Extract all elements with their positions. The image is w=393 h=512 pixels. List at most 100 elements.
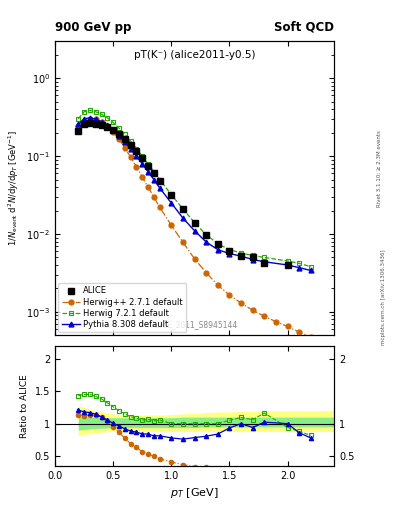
ALICE [140,155,145,161]
ALICE [76,128,81,134]
Herwig++ 2.7.1 default [88,116,92,122]
Herwig++ 2.7.1 default [140,174,145,180]
Herwig++ 2.7.1 default [146,184,151,190]
X-axis label: $p_T$ [GeV]: $p_T$ [GeV] [170,486,219,500]
Herwig 7.2.1 default [146,161,151,167]
Herwig++ 2.7.1 default [94,116,98,122]
Herwig++ 2.7.1 default [134,164,139,170]
Pythia 8.308 default [88,115,92,121]
ALICE [157,178,162,184]
Herwig 7.2.1 default [262,254,267,261]
Pythia 8.308 default [123,139,127,145]
ALICE [239,253,243,259]
Herwig++ 2.7.1 default [250,307,255,313]
Herwig 7.2.1 default [309,264,313,270]
Herwig 7.2.1 default [157,177,162,183]
Herwig 7.2.1 default [192,220,197,226]
Pythia 8.308 default [82,116,86,122]
Text: mcplots.cern.ch [arXiv:1306.3436]: mcplots.cern.ch [arXiv:1306.3436] [381,249,386,345]
Herwig++ 2.7.1 default [215,282,220,288]
Herwig++ 2.7.1 default [99,119,104,125]
Pythia 8.308 default [297,265,301,271]
Herwig++ 2.7.1 default [227,292,232,298]
ALICE [99,122,104,128]
Pythia 8.308 default [134,153,139,159]
Pythia 8.308 default [157,185,162,191]
Pythia 8.308 default [262,259,267,265]
Pythia 8.308 default [76,121,81,127]
Text: ALICE_2011_S8945144: ALICE_2011_S8945144 [151,321,238,330]
ALICE [111,127,116,133]
ALICE [215,241,220,247]
Herwig++ 2.7.1 default [180,239,185,245]
ALICE [169,191,174,198]
Pythia 8.308 default [180,215,185,221]
Pythia 8.308 default [192,228,197,234]
Herwig++ 2.7.1 default [117,136,121,142]
Y-axis label: $1/N_\mathrm{event}\;\mathrm{d}^2N/\mathrm{d}y/\mathrm{d}p_T\;[\mathrm{GeV}^{-1}: $1/N_\mathrm{event}\;\mathrm{d}^2N/\math… [6,130,20,246]
ALICE [134,148,139,155]
Line: Herwig 7.2.1 default: Herwig 7.2.1 default [76,108,313,269]
ALICE [128,142,133,148]
Line: Herwig++ 2.7.1 default: Herwig++ 2.7.1 default [76,116,313,339]
Herwig 7.2.1 default [151,168,156,175]
ALICE [180,206,185,212]
Herwig 7.2.1 default [239,250,243,256]
Pythia 8.308 default [309,267,313,273]
Line: Pythia 8.308 default: Pythia 8.308 default [76,115,313,273]
Pythia 8.308 default [204,239,209,245]
Pythia 8.308 default [94,116,98,122]
ALICE [192,220,197,226]
Legend: ALICE, Herwig++ 2.7.1 default, Herwig 7.2.1 default, Pythia 8.308 default: ALICE, Herwig++ 2.7.1 default, Herwig 7.… [58,283,186,332]
Herwig++ 2.7.1 default [123,144,127,151]
Y-axis label: Ratio to ALICE: Ratio to ALICE [20,374,29,438]
Herwig++ 2.7.1 default [151,194,156,200]
Pythia 8.308 default [105,122,110,129]
Herwig 7.2.1 default [105,115,110,121]
Herwig++ 2.7.1 default [309,334,313,340]
ALICE [117,131,121,137]
Herwig++ 2.7.1 default [204,269,209,275]
Herwig++ 2.7.1 default [105,123,110,129]
Pythia 8.308 default [151,177,156,183]
Herwig++ 2.7.1 default [239,300,243,306]
Herwig 7.2.1 default [227,247,232,253]
Herwig++ 2.7.1 default [82,118,86,124]
Herwig 7.2.1 default [250,252,255,259]
Herwig 7.2.1 default [82,109,86,115]
Herwig 7.2.1 default [204,231,209,238]
ALICE [82,121,86,127]
Pythia 8.308 default [117,133,121,139]
Herwig++ 2.7.1 default [157,204,162,210]
ALICE [151,170,156,177]
Herwig 7.2.1 default [297,260,301,266]
Herwig++ 2.7.1 default [192,256,197,262]
Herwig++ 2.7.1 default [169,222,174,228]
Text: pT(K⁻) (alice2011-y0.5): pT(K⁻) (alice2011-y0.5) [134,50,255,60]
Herwig++ 2.7.1 default [262,313,267,319]
Herwig 7.2.1 default [117,125,121,131]
Pythia 8.308 default [128,146,133,152]
Herwig++ 2.7.1 default [128,154,133,160]
Pythia 8.308 default [285,262,290,268]
Herwig++ 2.7.1 default [111,129,116,135]
Text: Soft QCD: Soft QCD [274,20,334,34]
ALICE [105,124,110,130]
Pythia 8.308 default [140,161,145,167]
Herwig 7.2.1 default [94,109,98,115]
Herwig 7.2.1 default [88,108,92,114]
ALICE [204,231,209,238]
Herwig 7.2.1 default [140,153,145,159]
Pythia 8.308 default [169,200,174,206]
Pythia 8.308 default [227,250,232,257]
Herwig 7.2.1 default [128,138,133,144]
Text: Rivet 3.1.10; ≥ 2.3M events: Rivet 3.1.10; ≥ 2.3M events [377,131,382,207]
ALICE [88,120,92,126]
ALICE [285,262,290,268]
Pythia 8.308 default [215,247,220,253]
Herwig 7.2.1 default [111,119,116,125]
Herwig 7.2.1 default [99,111,104,117]
Herwig 7.2.1 default [134,145,139,152]
Pythia 8.308 default [146,168,151,175]
ALICE [94,121,98,127]
